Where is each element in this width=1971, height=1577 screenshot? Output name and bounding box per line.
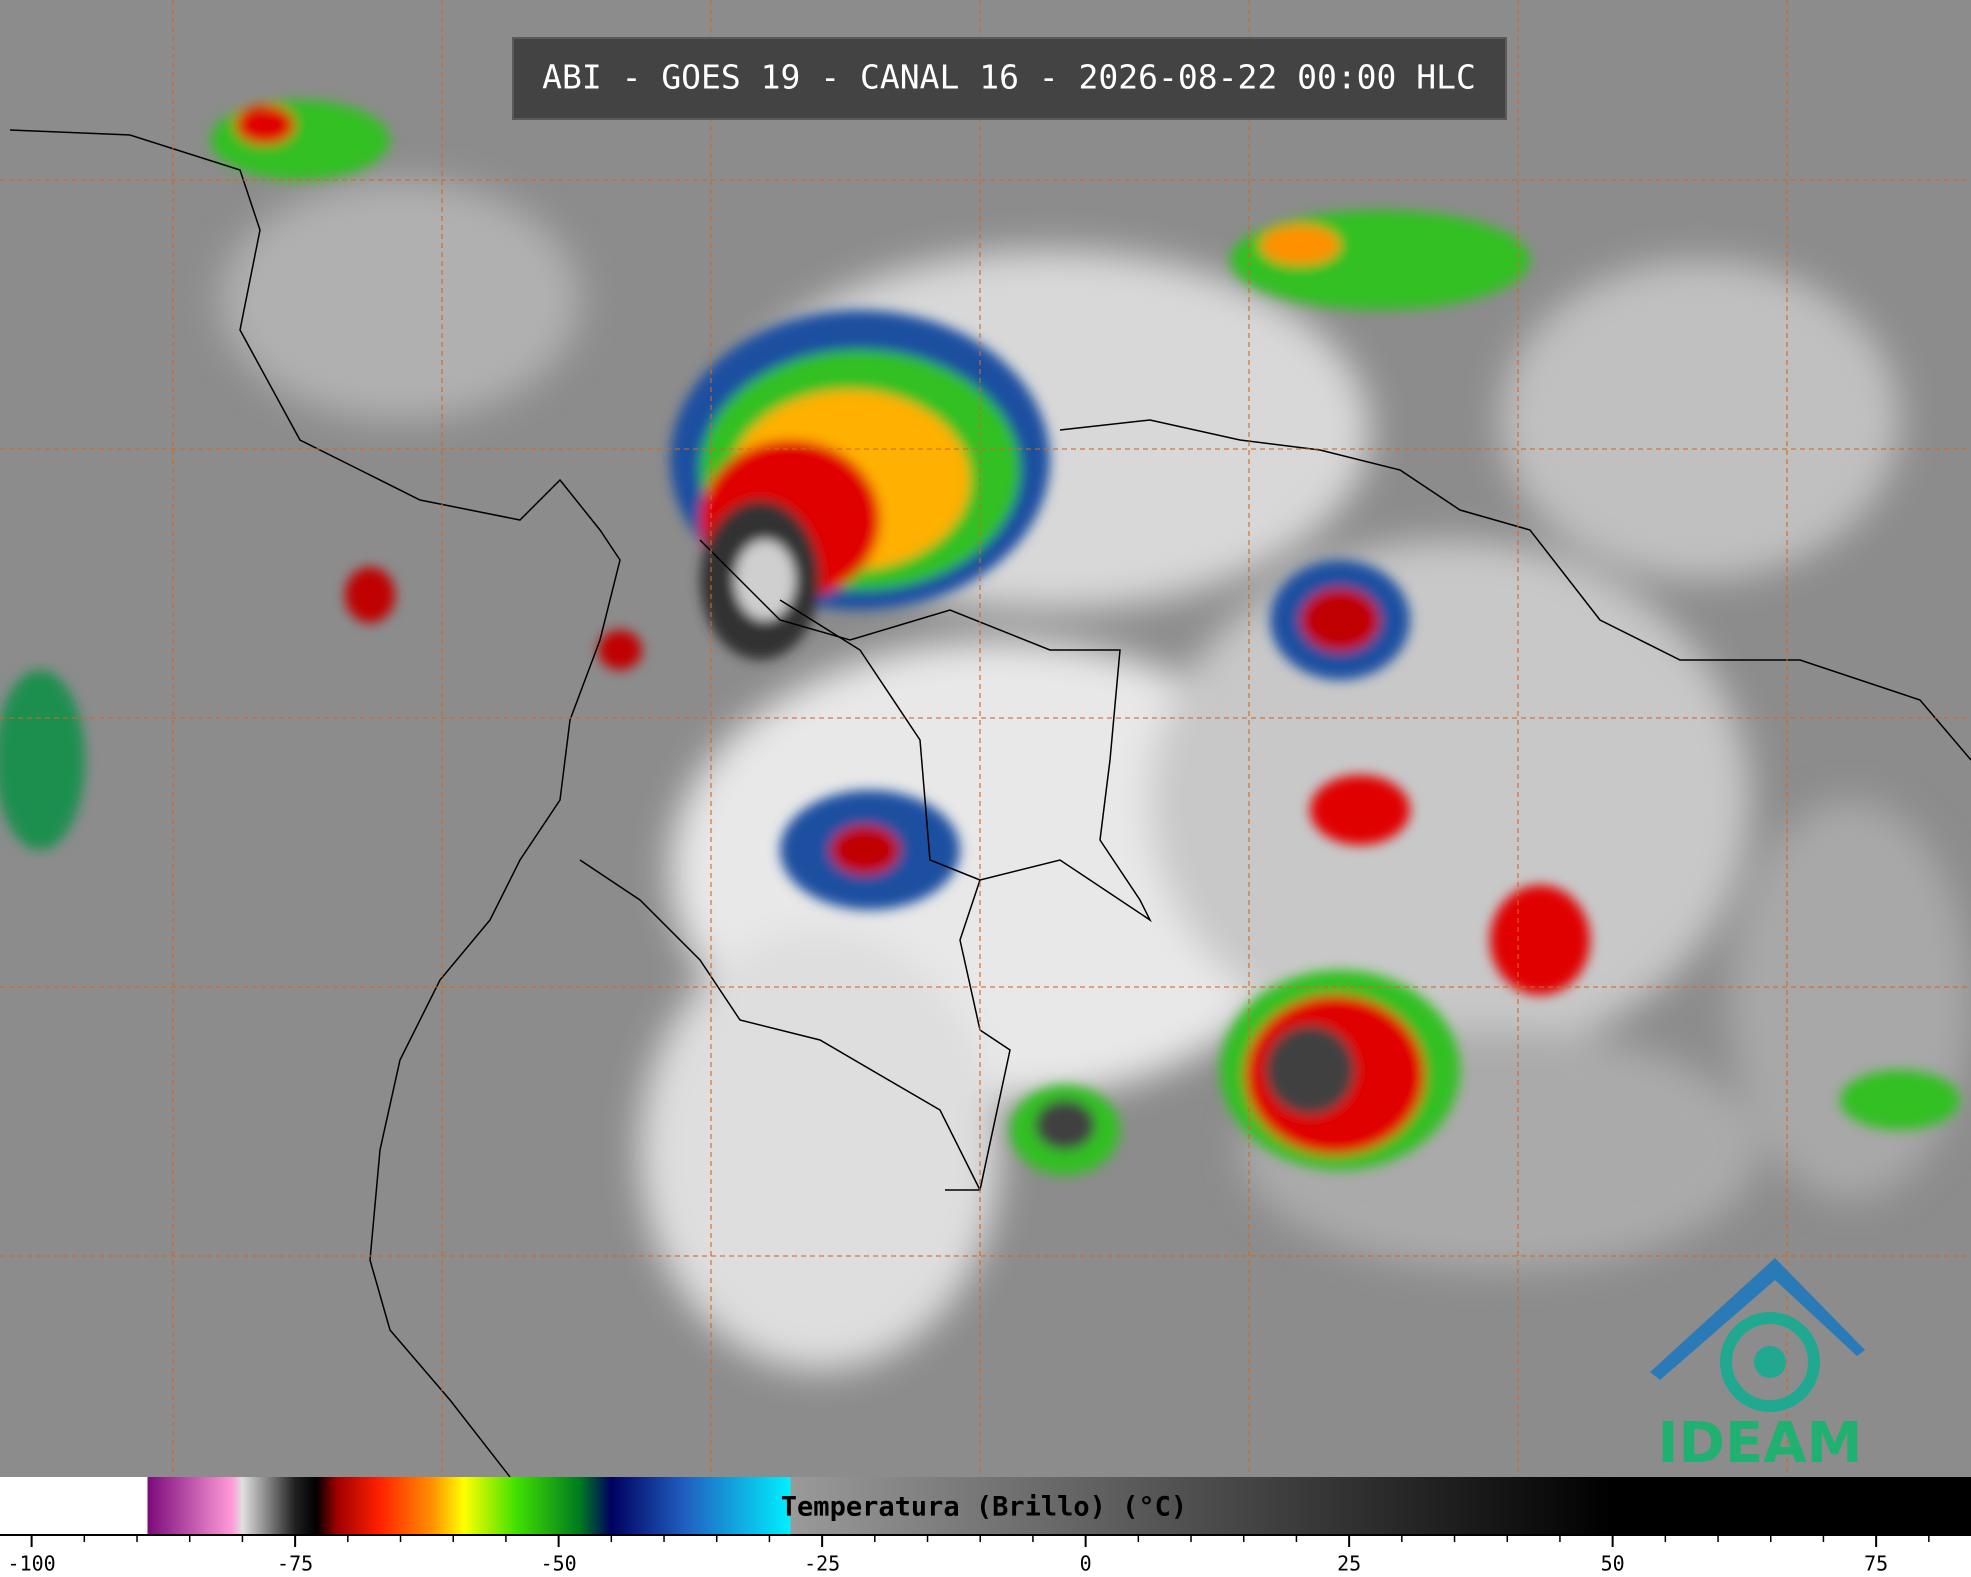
title-box bbox=[512, 37, 1507, 120]
logo-roof bbox=[1650, 1258, 1865, 1380]
colorbar-label: Temperatura (Brillo) (°C) bbox=[781, 1492, 1187, 1523]
lat-lon-grid bbox=[0, 0, 1971, 1477]
colorbar-tick-label: 25 bbox=[1337, 1552, 1361, 1576]
colorbar-tick-label: 50 bbox=[1601, 1552, 1625, 1576]
convective-cells bbox=[0, 100, 1960, 1175]
logo-swirl bbox=[1720, 1312, 1820, 1412]
colorbar-tick-label: -50 bbox=[541, 1552, 577, 1576]
borders bbox=[9, 129, 1971, 1478]
colorbar bbox=[0, 1477, 1971, 1535]
logo: IDEAM bbox=[1650, 1258, 1865, 1476]
title: ABI - GOES 19 - CANAL 16 - 2026-08-22 00… bbox=[542, 58, 1476, 97]
colorbar-tick-label: -25 bbox=[804, 1552, 840, 1576]
logo-swirl-center bbox=[1754, 1346, 1786, 1378]
colorbar-tick-label: 75 bbox=[1864, 1552, 1888, 1576]
colorbar-tick-label: -100 bbox=[8, 1552, 56, 1576]
colorbar-tick-label: -75 bbox=[277, 1552, 313, 1576]
colorbar-tick-label: 0 bbox=[1080, 1552, 1092, 1576]
logo-text: IDEAM bbox=[1658, 1411, 1863, 1476]
